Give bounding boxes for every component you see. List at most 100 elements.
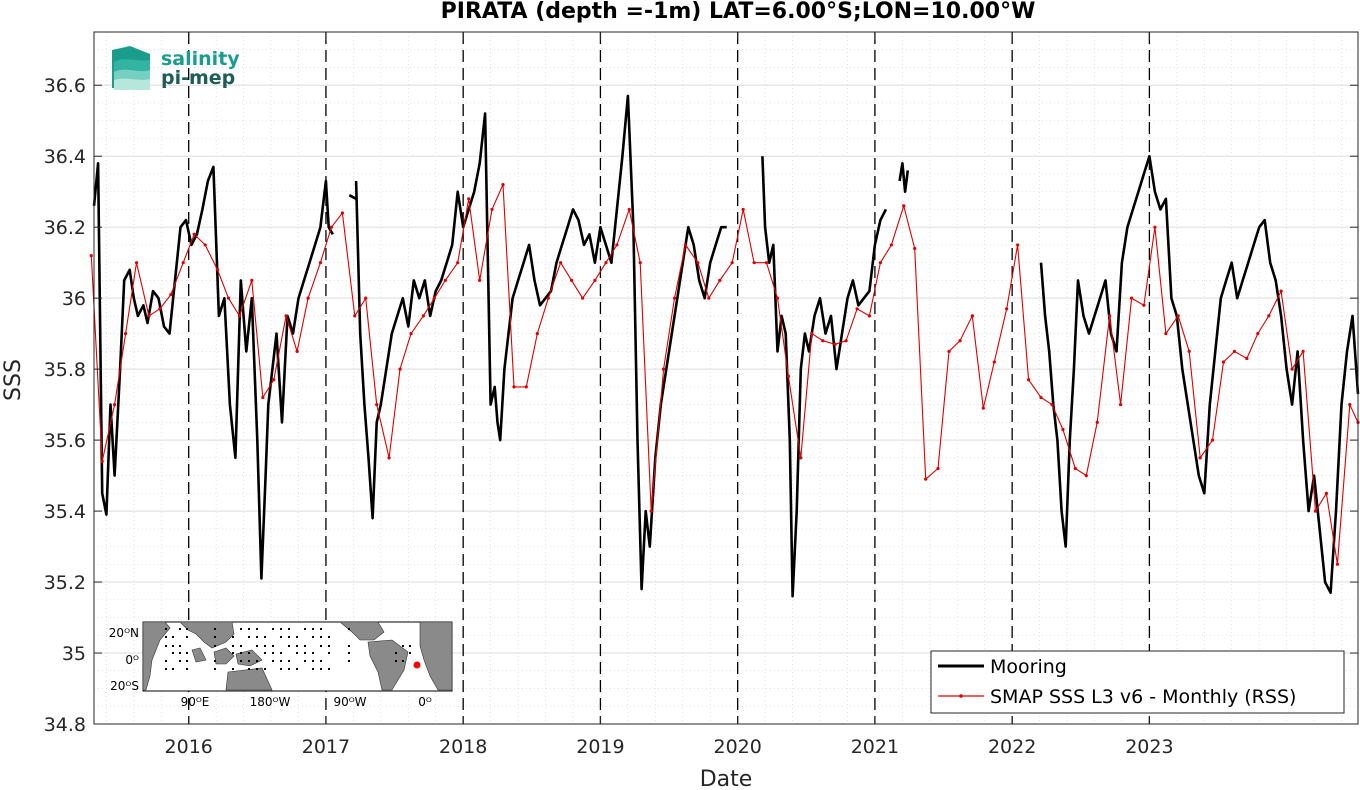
- series-smap-point: [1232, 349, 1237, 353]
- series-smap-point: [1164, 332, 1168, 336]
- series-smap-point: [580, 296, 585, 300]
- series-smap-point: [237, 314, 242, 318]
- series-smap-point: [821, 339, 825, 343]
- series-smap-point: [284, 314, 288, 318]
- inset-lat-label-2: 0ᴼ: [125, 653, 139, 667]
- inset-map-dot: [328, 652, 330, 654]
- series-smap-point: [1335, 562, 1340, 566]
- inset-map-dot: [232, 645, 234, 647]
- series-smap-point: [1267, 314, 1271, 318]
- series-smap-point: [112, 403, 117, 407]
- inset-map-dot: [214, 636, 216, 638]
- series-smap-point: [512, 385, 516, 389]
- series-smap-point: [752, 261, 756, 265]
- inset-lon-label-1: 90ᴼE: [181, 695, 210, 709]
- series-smap-point: [421, 314, 425, 318]
- inset-map-dot: [296, 668, 298, 670]
- inset-map-dot: [348, 645, 350, 647]
- series-smap-point: [134, 261, 139, 265]
- inset-map-dot: [272, 628, 274, 630]
- series-smap-point: [329, 225, 334, 229]
- inset-map-dot: [402, 645, 404, 647]
- inset-map-dot: [280, 636, 282, 638]
- y-tick-label: 35.8: [44, 359, 86, 381]
- inset-map-dot: [264, 652, 266, 654]
- inset-map-dot: [280, 628, 282, 630]
- series-smap-point: [1073, 466, 1077, 471]
- series-smap-point: [1256, 332, 1260, 336]
- y-tick-label: 35.6: [44, 430, 86, 452]
- inset-map-dot: [165, 628, 167, 630]
- series-smap-point: [100, 459, 104, 463]
- series-smap-point: [718, 278, 722, 283]
- inset-map-dot: [304, 652, 306, 654]
- series-smap-point: [627, 207, 631, 212]
- series-smap-point: [1050, 403, 1054, 407]
- inset-map-dot: [328, 668, 330, 670]
- inset-map-dot: [186, 628, 188, 630]
- inset-map-dot: [248, 660, 250, 662]
- plot-frame: [93, 31, 1359, 725]
- series-smap-point: [1084, 473, 1088, 478]
- series-smap-point: [158, 307, 162, 311]
- series-smap-point: [1210, 438, 1215, 442]
- x-tick-label: 2023: [1125, 736, 1173, 758]
- inset-map-dot: [272, 652, 274, 654]
- salinity-pi-mep-logo: salinity pi-mep: [112, 46, 240, 90]
- x-tick-label: 2018: [439, 736, 487, 758]
- inset-map-dot: [409, 652, 411, 654]
- series-smap-point: [490, 207, 494, 212]
- series-smap-point: [318, 261, 323, 265]
- series-smap-point: [181, 261, 185, 265]
- inset-map-dot: [186, 660, 188, 662]
- series-smap-point: [1061, 427, 1065, 432]
- series-smap-point: [1313, 509, 1318, 513]
- series-smap-point: [272, 378, 276, 382]
- series-smap-point: [1107, 314, 1112, 318]
- inset-map-dot: [288, 645, 290, 647]
- series-mooring-line: [348, 194, 357, 200]
- inset-map-dot: [312, 628, 314, 630]
- series-smap-point: [992, 360, 996, 364]
- inset-map-dot: [312, 668, 314, 670]
- series-smap-point: [443, 278, 447, 283]
- inset-map-dot: [248, 628, 250, 630]
- inset-map-dot: [320, 660, 322, 662]
- series-smap-point: [1027, 378, 1031, 382]
- inset-map-dot: [280, 652, 282, 654]
- inset-map-dot: [320, 636, 322, 638]
- inset-map-dot: [172, 636, 174, 638]
- series-smap-point: [535, 332, 539, 336]
- inset-map-land: [142, 621, 453, 691]
- series-smap-point: [1324, 491, 1329, 495]
- y-tick-label: 36.6: [44, 75, 86, 97]
- inset-map-dot: [186, 668, 188, 670]
- series-smap-line: [90, 184, 1359, 565]
- series-smap-point: [1290, 367, 1294, 371]
- y-tick-label: 36.4: [44, 146, 86, 168]
- inset-map-selected-mooring: [413, 661, 421, 669]
- inset-map-dot: [165, 645, 167, 647]
- inset-map-dot: [280, 660, 282, 662]
- series-smap-point: [1039, 395, 1043, 400]
- inset-map-dot: [272, 660, 274, 662]
- series-smap-point: [844, 339, 848, 343]
- series-smap-point: [203, 243, 207, 247]
- series-smap-point: [615, 243, 619, 247]
- inset-map-dot: [264, 645, 266, 647]
- series-smap-point: [604, 261, 608, 265]
- series-smap-point: [1142, 303, 1146, 307]
- inset-map-dot: [348, 628, 350, 630]
- inset-map-dot: [240, 645, 242, 647]
- series-smap-point: [169, 293, 173, 297]
- plot-background: [94, 32, 1358, 724]
- inset-map-dot: [312, 652, 314, 654]
- series-smap-point: [1245, 356, 1249, 361]
- inset-map-dot: [240, 628, 242, 630]
- inset-map-dot: [264, 668, 266, 670]
- inset-map-dot: [186, 636, 188, 638]
- series-smap-point: [855, 307, 859, 311]
- series-smap-point: [409, 332, 413, 336]
- inset-map-dot: [256, 660, 258, 662]
